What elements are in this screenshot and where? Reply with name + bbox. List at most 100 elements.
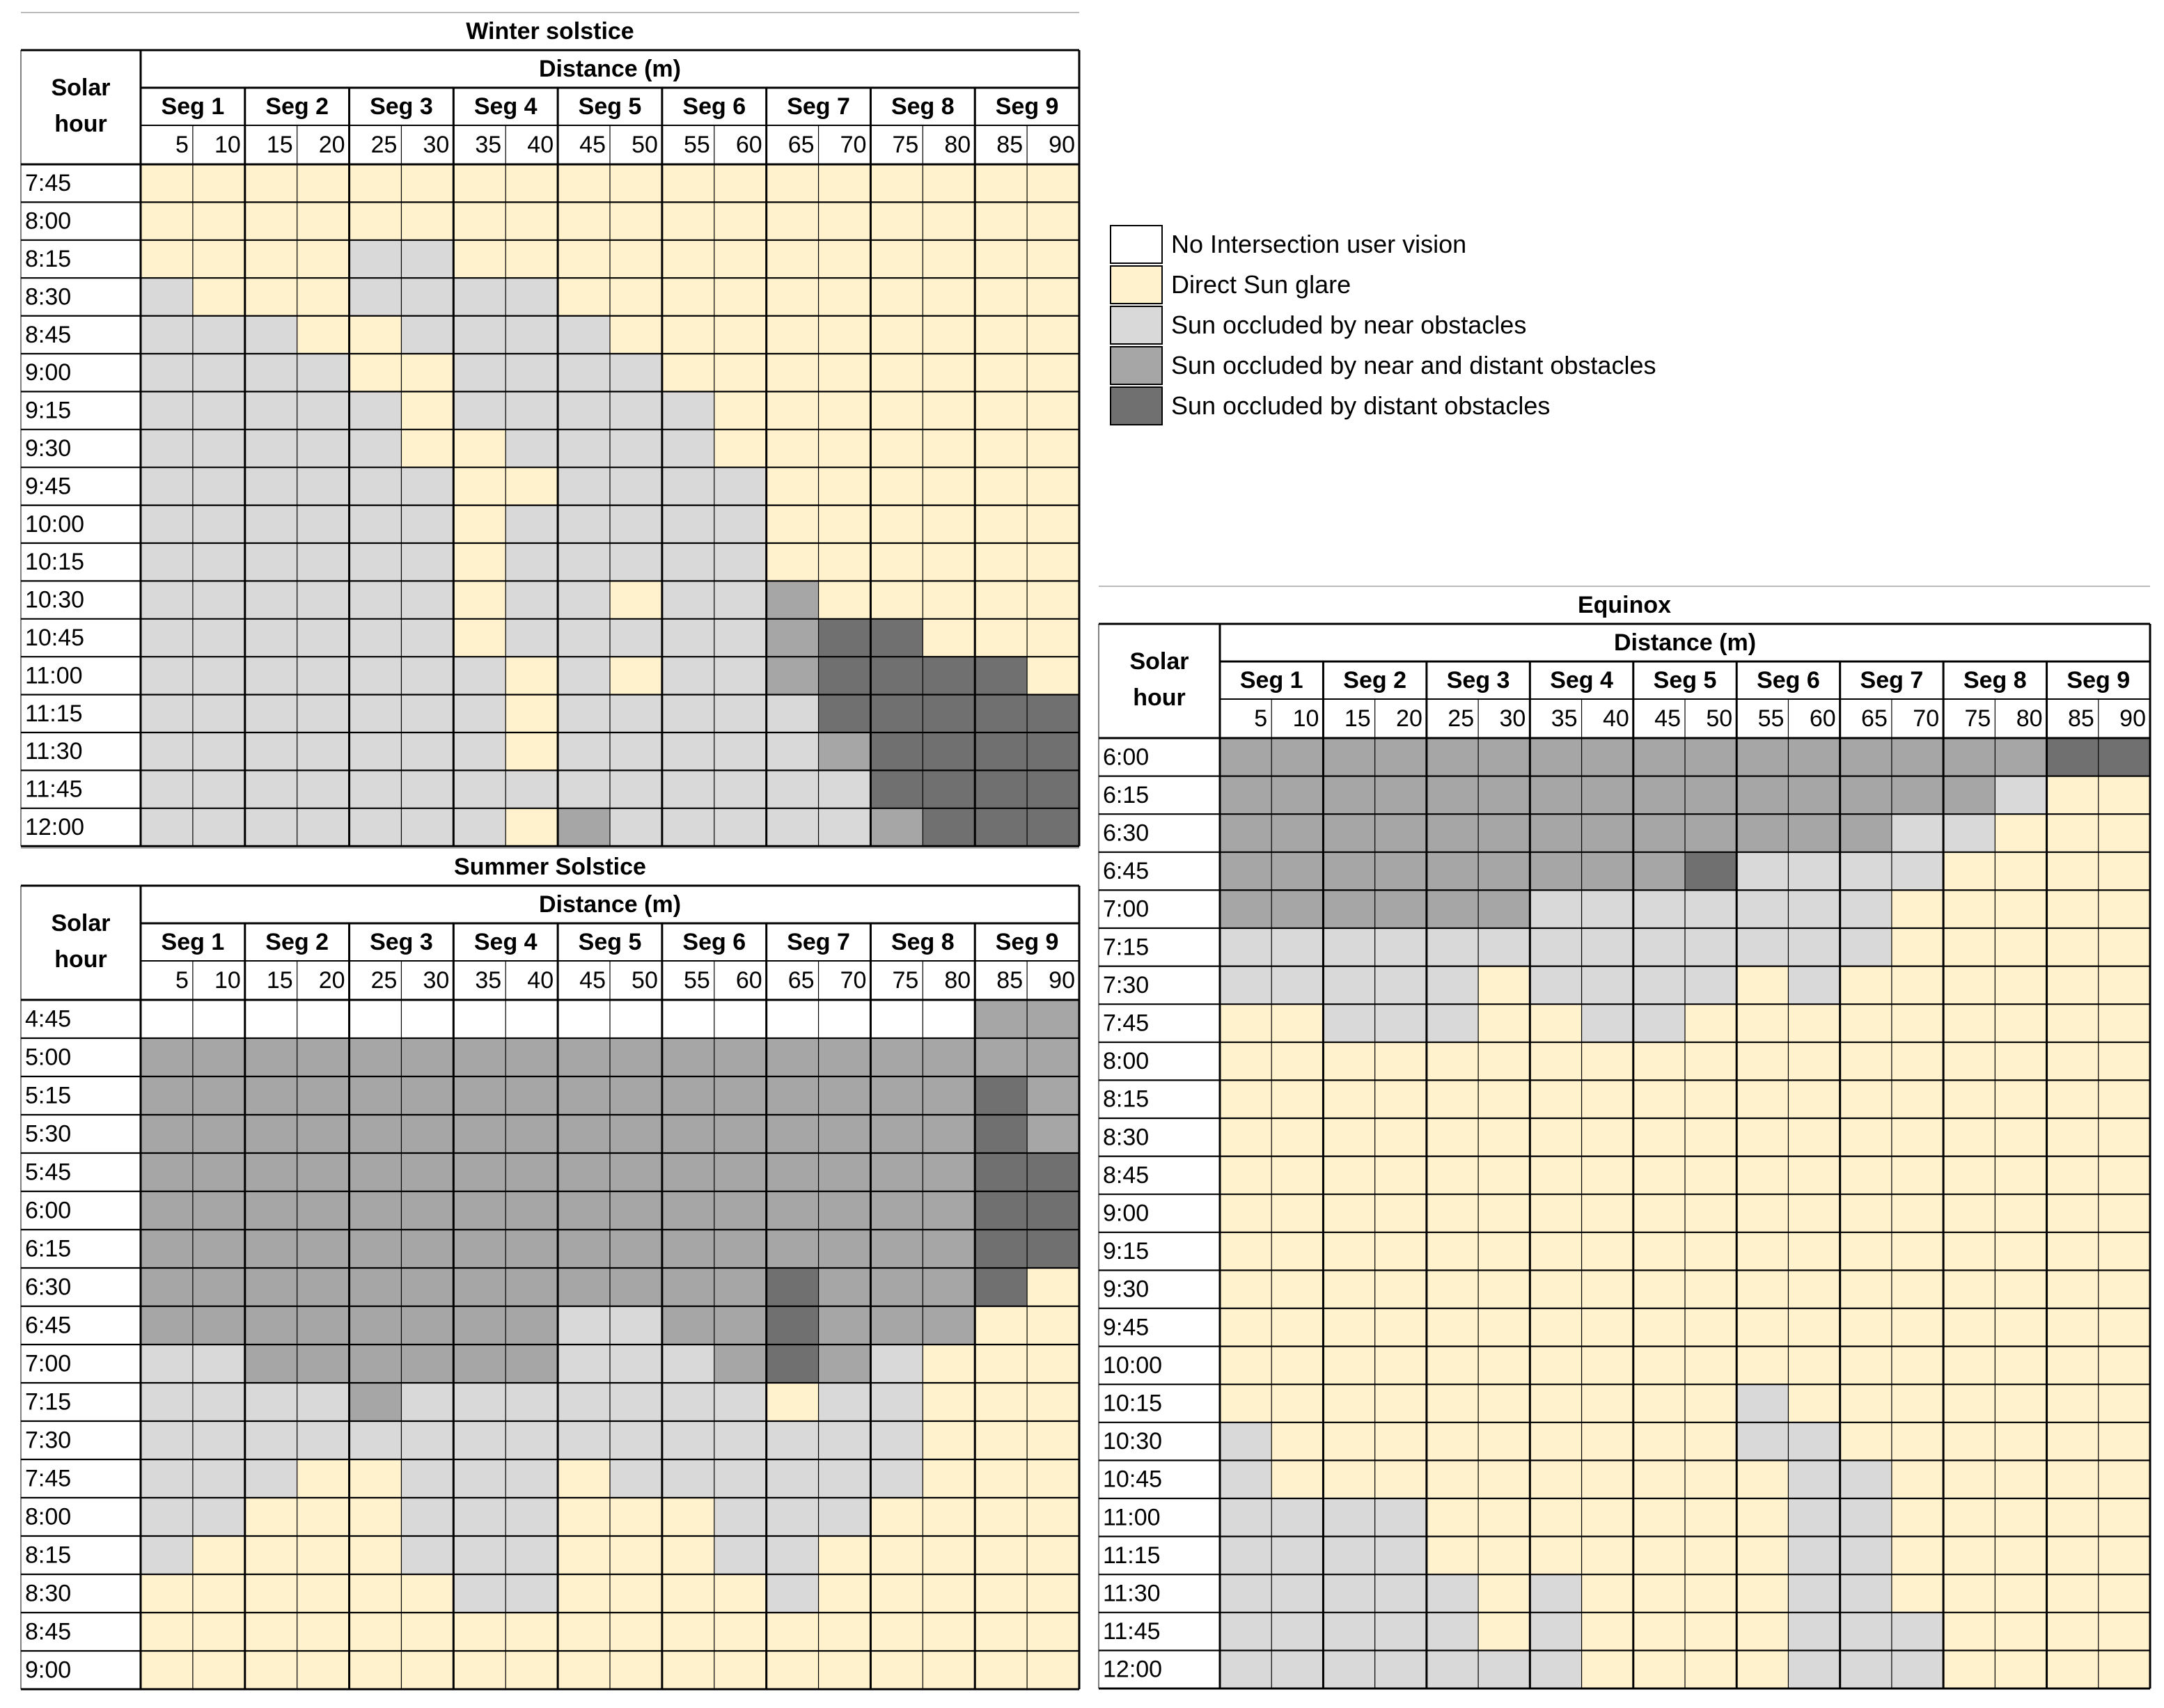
cell: [975, 505, 1028, 543]
cell: [661, 1421, 714, 1459]
cell: [610, 1230, 662, 1268]
cell: [1995, 852, 2047, 891]
cell: [923, 429, 975, 468]
cell: [870, 164, 923, 203]
cell: [661, 1498, 714, 1536]
cell: [2046, 928, 2099, 966]
cell: [141, 1459, 193, 1498]
cell: [141, 1076, 193, 1115]
cell: [1581, 1042, 1633, 1081]
cell: [1426, 1498, 1479, 1537]
cell: [505, 1076, 558, 1115]
cell: [453, 1191, 506, 1230]
cell: [558, 429, 610, 468]
segment-label: Seg 1: [162, 93, 225, 120]
cell: [1374, 966, 1427, 1005]
cell: [558, 467, 610, 506]
legend-label: Direct Sun glare: [1171, 270, 1351, 299]
cell: [1581, 1536, 1633, 1575]
cell: [870, 1230, 923, 1268]
cell: [975, 278, 1028, 316]
cell: [610, 1574, 662, 1613]
cell: [2098, 1498, 2150, 1537]
cell: [1840, 776, 1892, 815]
legend-label: No Intersection user vision: [1171, 230, 1467, 258]
cell: [1374, 1498, 1427, 1537]
cell: [1736, 738, 1789, 776]
cell: [401, 1651, 454, 1689]
cell: [1530, 1650, 1582, 1689]
cell: [1840, 1118, 1892, 1157]
cell: [1027, 505, 1079, 543]
cell: [1426, 1080, 1479, 1118]
cell: [141, 391, 193, 430]
segment-label: Seg 3: [370, 929, 433, 955]
cell: [1788, 1536, 1840, 1575]
hour-label: 12:00: [25, 814, 84, 840]
cell: [2046, 1574, 2099, 1613]
cell: [1530, 1574, 1582, 1613]
cell: [766, 1613, 819, 1651]
cell: [2046, 1308, 2099, 1347]
solar-hour-header-line1: Solar: [52, 75, 111, 101]
cell: [141, 353, 193, 392]
cell: [192, 202, 245, 240]
cell: [1685, 852, 1737, 891]
cell: [453, 164, 506, 203]
cell: [297, 581, 350, 619]
hour-label: 11:30: [25, 738, 83, 765]
cell: [1891, 1650, 1944, 1689]
cell: [714, 1345, 767, 1383]
cell: [1323, 1118, 1375, 1157]
segment-label: Seg 6: [682, 93, 746, 120]
cell: [1426, 814, 1479, 852]
cell: [1426, 1118, 1479, 1157]
cell: [349, 353, 402, 392]
cell: [1027, 1115, 1079, 1153]
cell: [1426, 1346, 1479, 1385]
cell: [1633, 1460, 1685, 1498]
cell: [1891, 1498, 1944, 1537]
hour-label: 11:15: [1103, 1542, 1161, 1569]
cell: [1943, 1308, 1996, 1347]
cell: [1027, 770, 1079, 808]
cell: [766, 694, 819, 732]
cell: [2046, 1650, 2099, 1689]
cell: [141, 732, 193, 771]
cell: [1530, 1536, 1582, 1575]
cell: [1736, 1422, 1789, 1461]
cell: [505, 1574, 558, 1613]
cell: [1220, 1346, 1272, 1385]
cell: [609, 657, 662, 695]
cell: [192, 1536, 245, 1574]
distance-label: 55: [1758, 705, 1785, 732]
cell: [1995, 966, 2047, 1005]
cell: [349, 1421, 402, 1459]
cell: [1685, 1194, 1737, 1232]
cell: [1736, 1270, 1789, 1308]
segment-label: Seg 8: [891, 93, 955, 120]
cell: [1271, 1156, 1324, 1195]
cell: [505, 732, 558, 771]
cell: [609, 391, 662, 430]
cell: [1633, 1232, 1685, 1271]
cell: [505, 1345, 558, 1383]
distance-label: 90: [1049, 967, 1075, 994]
cell: [609, 694, 662, 732]
cell: [401, 429, 454, 468]
cell: [1478, 1650, 1530, 1689]
cell: [141, 1230, 193, 1268]
cell: [818, 1191, 871, 1230]
cell: [401, 542, 454, 581]
cell: [766, 278, 819, 316]
segment-label: Seg 2: [265, 93, 329, 120]
cell: [1891, 890, 1944, 928]
cell: [192, 657, 245, 695]
hour-label: 8:30: [1103, 1124, 1149, 1150]
cell: [1478, 1042, 1530, 1081]
cell: [1581, 1384, 1633, 1423]
cell: [1736, 1232, 1789, 1271]
cell: [1027, 1000, 1079, 1038]
distance-label: 10: [214, 967, 241, 994]
legend-swatch: [1110, 386, 1163, 425]
